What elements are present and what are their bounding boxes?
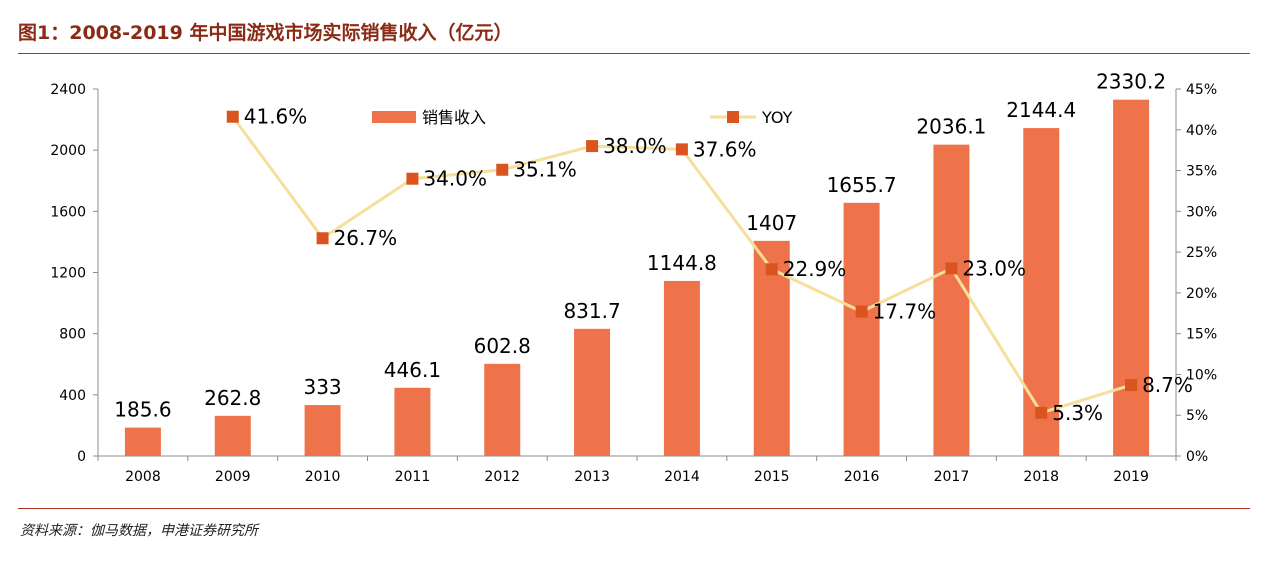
x-tick-label: 2013 <box>574 469 610 485</box>
y-right-tick-label: 20% <box>1186 286 1217 302</box>
yoy-marker <box>316 232 329 245</box>
y-right-tick-label: 35% <box>1186 164 1217 180</box>
y-right-tick-label: 25% <box>1186 245 1217 261</box>
yoy-value-label: 8.7% <box>1142 373 1193 397</box>
yoy-marker <box>406 172 419 185</box>
bar-value-label: 2330.2 <box>1096 70 1166 94</box>
source-note: 资料来源：伽马数据，申港证券研究所 <box>20 523 258 539</box>
yoy-marker <box>945 262 958 275</box>
bar-value-label: 602.8 <box>474 334 531 358</box>
bar-value-label: 2036.1 <box>916 115 986 139</box>
yoy-marker <box>765 263 778 276</box>
bar-value-label: 1407 <box>746 211 797 235</box>
bar-value-label: 446.1 <box>384 358 441 382</box>
legend: 销售收入 YOY <box>372 108 793 127</box>
y-left-tick-label: 1600 <box>50 204 86 220</box>
bar <box>574 328 611 456</box>
x-tick-label: 2008 <box>125 469 161 485</box>
bar-value-label: 2144.4 <box>1006 98 1076 122</box>
yoy-value-label: 17.7% <box>873 300 937 324</box>
yoy-value-label: 22.9% <box>783 257 847 281</box>
bar-value-label: 831.7 <box>563 299 620 323</box>
x-tick-label: 2014 <box>664 469 700 485</box>
x-tick-label: 2018 <box>1023 469 1059 485</box>
title-rule <box>18 53 1250 54</box>
y-left-tick-label: 2400 <box>50 82 86 98</box>
bar-value-label: 1144.8 <box>647 251 717 275</box>
legend-bar-swatch <box>372 111 416 123</box>
yoy-marker <box>675 143 688 156</box>
bar-value-label: 333 <box>303 375 341 399</box>
chart-title: 图1：2008-2019 年中国游戏市场实际销售收入（亿元） <box>18 22 513 44</box>
axes: 0 400 800 1200 1600 2000 2400 0% 5% 10% 15% 20% 25% 3… <box>50 82 1217 485</box>
y-left-tick-label: 1200 <box>50 266 86 282</box>
x-tick-label: 2012 <box>484 469 520 485</box>
yoy-value-label: 34.0% <box>423 167 487 191</box>
bar <box>394 387 431 456</box>
yoy-marker <box>1035 406 1048 419</box>
bars <box>124 99 1150 457</box>
source-rule <box>18 508 1250 509</box>
x-tick-label: 2016 <box>844 469 880 485</box>
y-right-tick-label: 5% <box>1186 408 1208 424</box>
bar <box>1113 99 1150 456</box>
x-tick-label: 2009 <box>215 469 251 485</box>
bar-value-label: 185.6 <box>114 398 171 422</box>
bar <box>753 240 790 456</box>
yoy-marker <box>1125 379 1138 392</box>
y-right-tick-label: 40% <box>1186 123 1217 139</box>
chart: 0 400 800 1200 1600 2000 2400 0% 5% 10% 15% 20% 25% 3… <box>50 70 1217 485</box>
yoy-value-label: 23.0% <box>962 256 1026 280</box>
yoy-value-label: 35.1% <box>513 158 577 182</box>
yoy-marker <box>496 163 509 176</box>
x-tick-label: 2010 <box>305 469 341 485</box>
y-right-tick-label: 10% <box>1186 367 1217 383</box>
y-right-tick-label: 15% <box>1186 327 1217 343</box>
y-left-tick-label: 800 <box>59 327 86 343</box>
x-tick-label: 2017 <box>934 469 970 485</box>
yoy-value-label: 5.3% <box>1052 401 1103 425</box>
bar <box>214 415 251 456</box>
bar <box>933 144 970 457</box>
y-left-tick-label: 2000 <box>50 143 86 159</box>
yoy-value-label: 26.7% <box>334 226 398 250</box>
legend-label-sales: 销售收入 <box>422 108 486 127</box>
bar <box>124 427 161 456</box>
yoy-value-label: 37.6% <box>693 137 757 161</box>
bar-value-label: 1655.7 <box>827 173 897 197</box>
bar <box>843 202 880 456</box>
bar-labels: 185.6 262.8 333 446.1 602.8 831.7 1144.8 1407 16… <box>114 70 1166 422</box>
y-right-tick-label: 30% <box>1186 204 1217 220</box>
y-right-tick-label: 0% <box>1186 449 1208 465</box>
y-left-tick-label: 0 <box>77 449 86 465</box>
yoy-marker <box>586 140 599 153</box>
yoy-line-group: 41.6% 26.7% 34.0% 35.1% 38.0% 37.6% 22.9% 17.7%… <box>226 105 1193 425</box>
yoy-marker <box>855 305 868 318</box>
bar <box>663 280 700 456</box>
yoy-marker <box>226 110 239 123</box>
legend-marker-swatch <box>727 111 739 123</box>
y-left-tick-label: 400 <box>59 388 86 404</box>
y-right-tick-label: 45% <box>1186 82 1217 98</box>
legend-label-yoy: YOY <box>761 108 793 127</box>
bar <box>1023 128 1060 456</box>
x-tick-label: 2015 <box>754 469 790 485</box>
yoy-value-label: 41.6% <box>244 105 308 129</box>
x-tick-label: 2011 <box>395 469 431 485</box>
yoy-value-label: 38.0% <box>603 134 667 158</box>
bar <box>304 405 341 456</box>
bar <box>484 363 521 456</box>
bar-value-label: 262.8 <box>204 386 261 410</box>
x-tick-label: 2019 <box>1113 469 1149 485</box>
